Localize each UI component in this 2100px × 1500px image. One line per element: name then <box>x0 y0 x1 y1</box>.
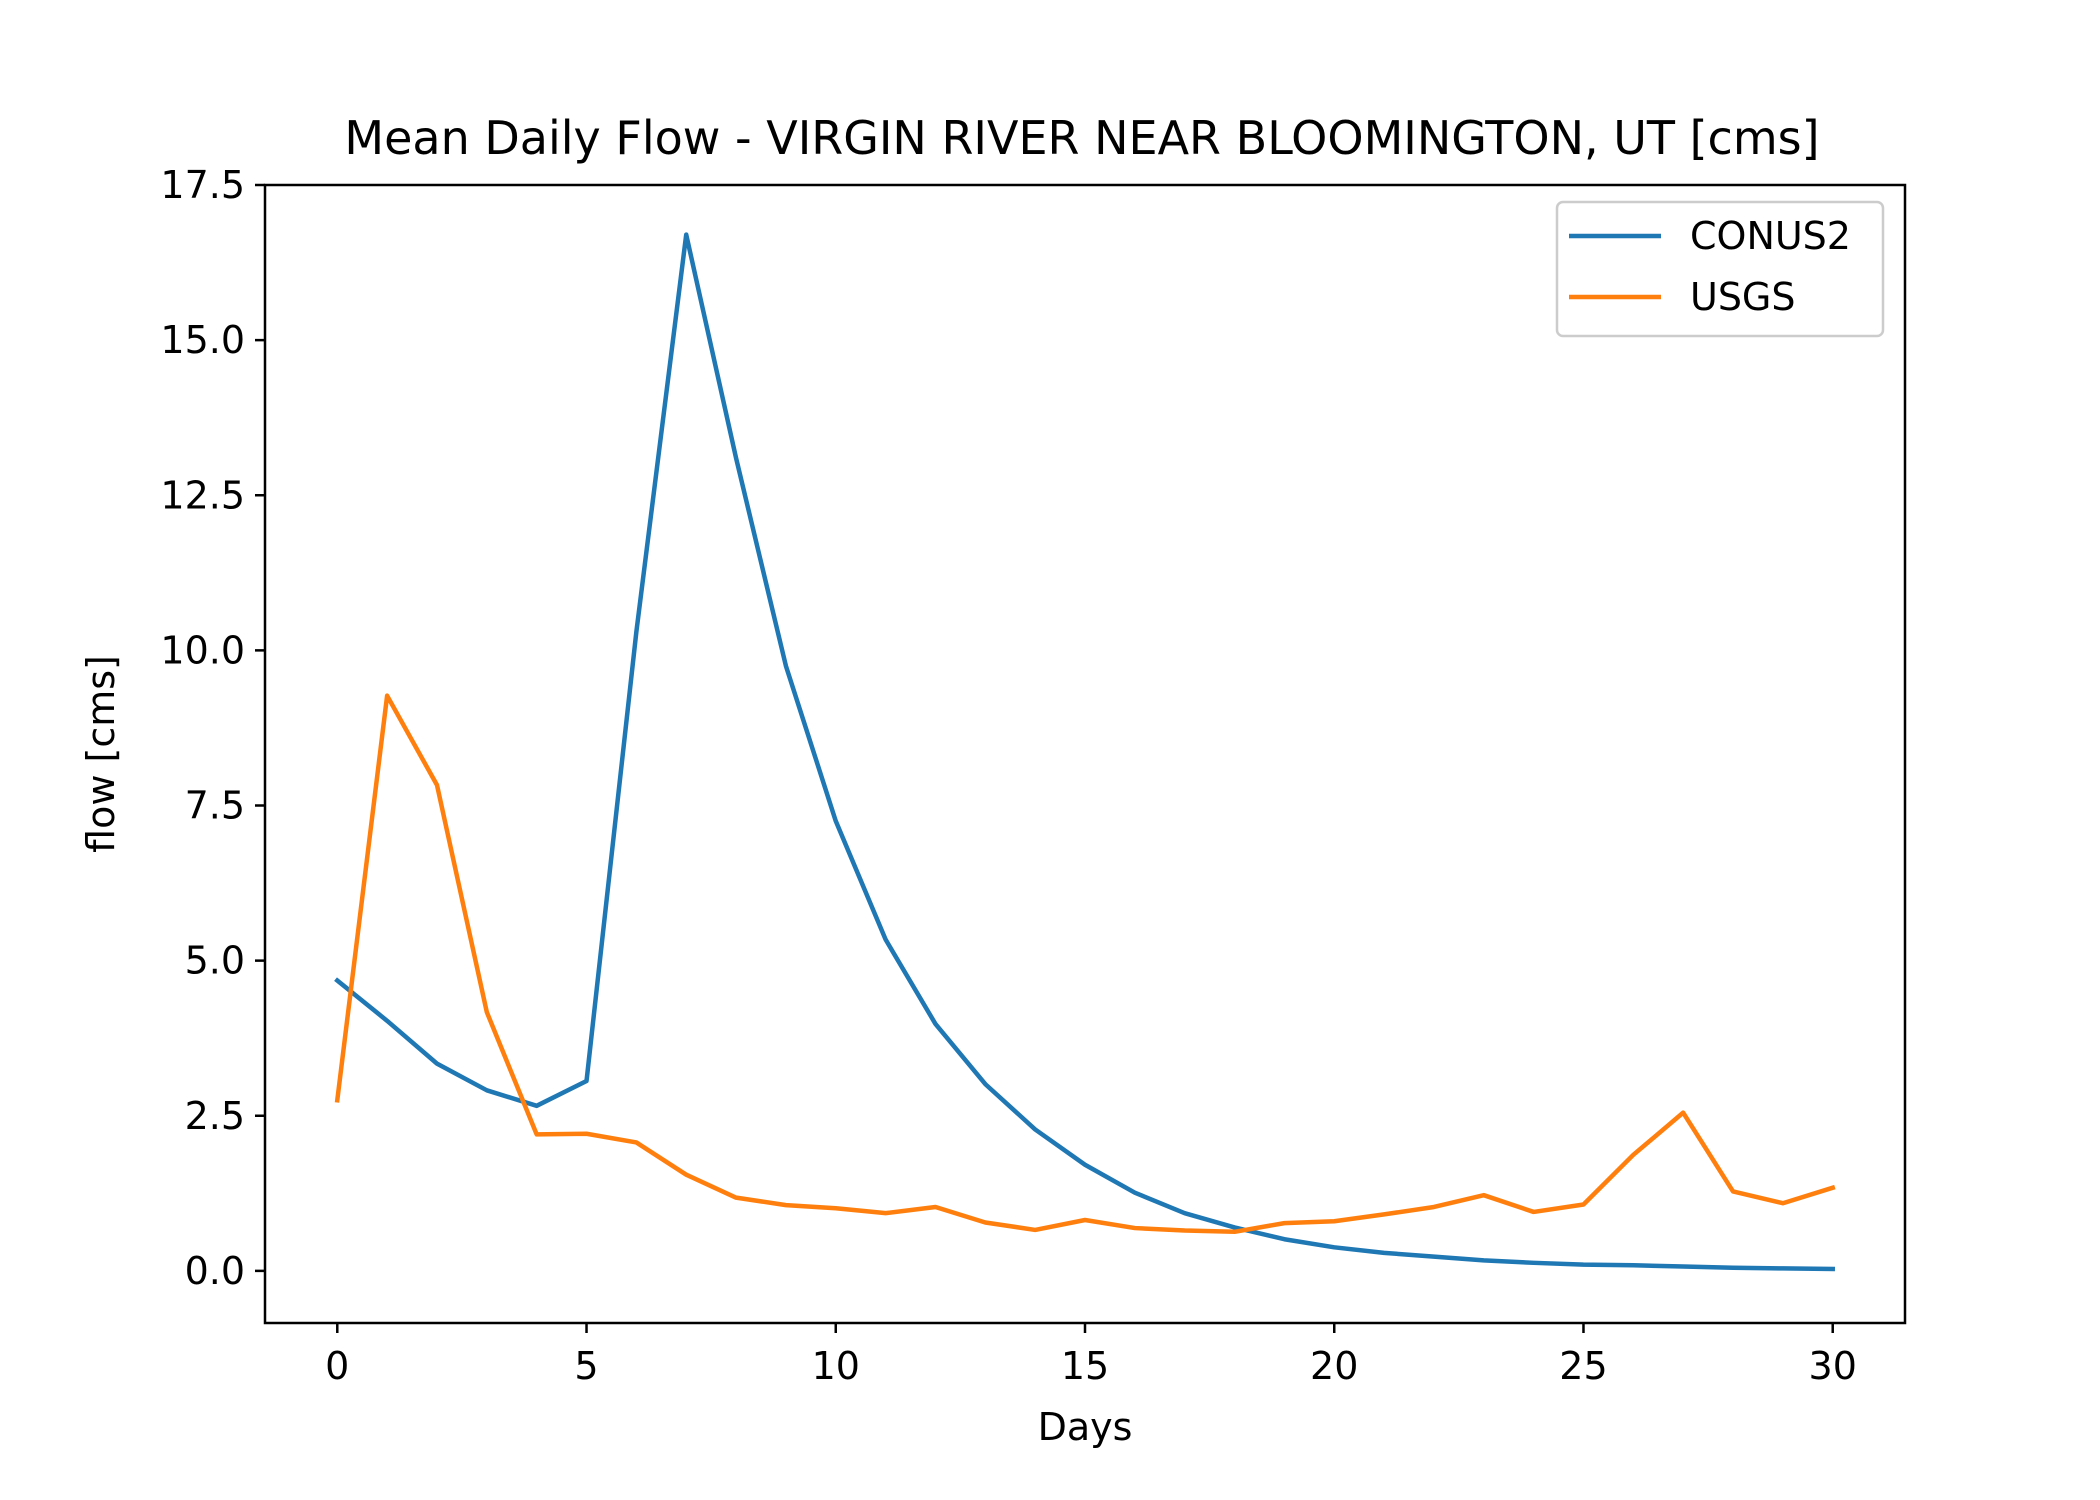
plot-frame <box>263 183 1907 1325</box>
x-axis-label: Days <box>1038 1405 1133 1449</box>
y-tick-label: 0.0 <box>185 1249 245 1293</box>
y-tick-label: 2.5 <box>185 1094 245 1138</box>
y-tick-label: 10.0 <box>160 628 245 672</box>
y-tick-label: 12.5 <box>160 473 245 517</box>
x-tick-label: 30 <box>1809 1344 1857 1388</box>
x-axis: 0 5 10 15 20 25 30 <box>325 1323 1857 1388</box>
plot-area <box>334 232 1836 1272</box>
series-line-usgs <box>334 693 1836 1235</box>
x-tick-label: 0 <box>325 1344 349 1388</box>
legend-label-usgs: USGS <box>1690 275 1796 319</box>
y-axis: 0.0 2.5 5.0 7.5 10.0 12.5 15.0 17.5 <box>160 163 265 1293</box>
series-line-conus2 <box>334 232 1835 1272</box>
x-tick-label: 25 <box>1559 1344 1607 1388</box>
x-tick-label: 15 <box>1061 1344 1109 1388</box>
y-tick-label: 15.0 <box>160 318 245 362</box>
legend-label-conus2: CONUS2 <box>1690 214 1851 258</box>
chart-title: Mean Daily Flow - VIRGIN RIVER NEAR BLOO… <box>344 111 1819 165</box>
x-tick-label: 20 <box>1310 1344 1358 1388</box>
legend: CONUS2 USGS <box>1555 200 1885 338</box>
y-tick-label: 17.5 <box>160 163 245 207</box>
y-tick-label: 5.0 <box>185 939 245 983</box>
y-tick-label: 7.5 <box>185 784 245 828</box>
y-axis-label: flow [cms] <box>79 655 123 853</box>
x-tick-label: 10 <box>812 1344 860 1388</box>
x-tick-label: 5 <box>574 1344 598 1388</box>
